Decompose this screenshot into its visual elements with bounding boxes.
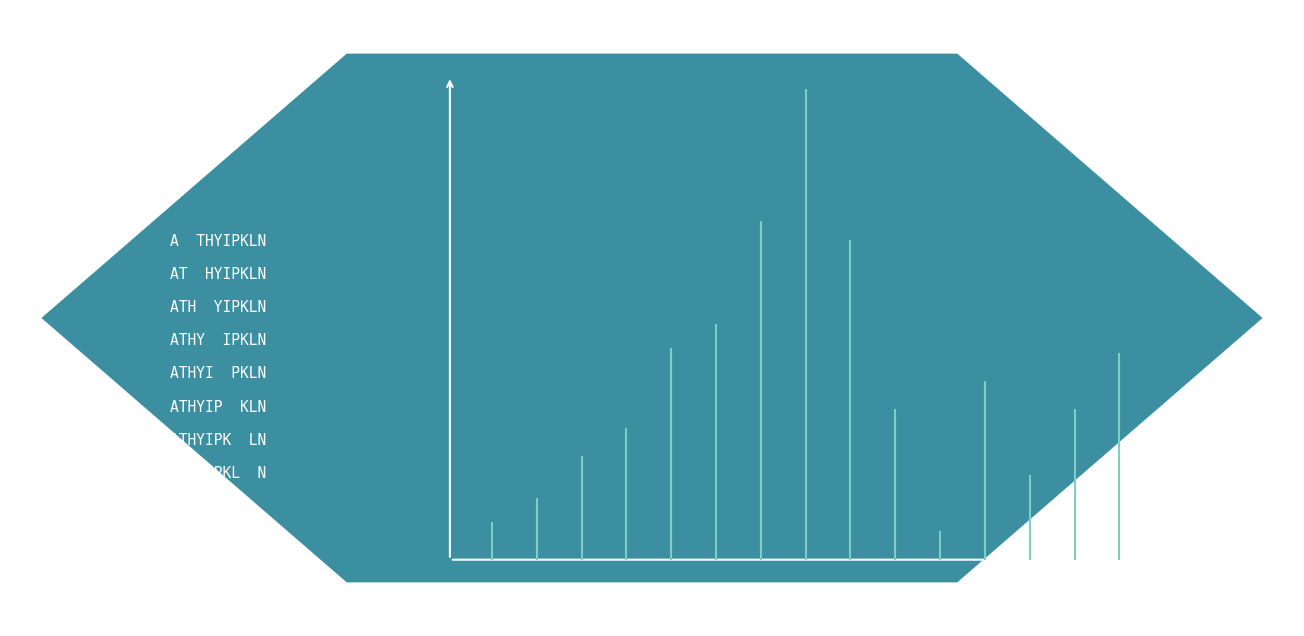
Text: A  THYIPKLN: A THYIPKLN bbox=[170, 234, 266, 249]
Text: ATHYIPKL  N: ATHYIPKL N bbox=[170, 466, 266, 481]
Text: AT  HYIPKLN: AT HYIPKLN bbox=[170, 267, 266, 282]
Text: ATH  YIPKLN: ATH YIPKLN bbox=[170, 300, 266, 315]
Text: ATHY  IPKLN: ATHY IPKLN bbox=[170, 333, 266, 349]
Text: ATHYIP  KLN: ATHYIP KLN bbox=[170, 399, 266, 415]
Text: ATHYIPK  LN: ATHYIPK LN bbox=[170, 432, 266, 448]
Text: ATHYI  PKLN: ATHYI PKLN bbox=[170, 366, 266, 382]
